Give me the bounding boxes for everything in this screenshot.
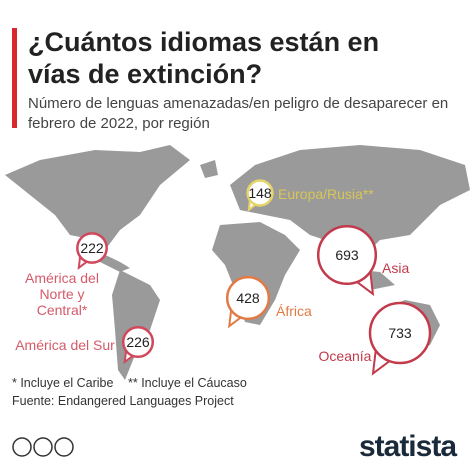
bubble-value: 148: [248, 185, 272, 201]
bubble-value: 222: [80, 240, 104, 256]
bubble-circle: [76, 232, 108, 264]
bubble-value: 693: [335, 247, 359, 263]
bubble: 693: [316, 224, 378, 297]
bubble: 226: [121, 325, 155, 365]
title: ¿Cuántos idiomas están en vías de extinc…: [28, 27, 380, 89]
region-label: América del Sur: [15, 337, 115, 353]
bubble-circle: [225, 275, 271, 321]
footnote: * Incluye el Caribe: [12, 376, 114, 390]
bubble: 428: [225, 275, 271, 329]
bubble-circle: [121, 325, 155, 359]
bubble-circle: [246, 179, 274, 207]
region-label: Asia: [382, 260, 410, 276]
bubble-circle: [368, 301, 432, 365]
bubble-value: 733: [388, 325, 412, 341]
bubble: 222: [76, 232, 108, 270]
bubble-value: 226: [126, 334, 150, 350]
license-icons: [12, 437, 74, 457]
accent-bar: [12, 28, 17, 128]
continents: [5, 145, 470, 380]
source: Fuente: Endangered Languages Project: [12, 394, 234, 408]
region-label: América del Norte y Central*: [25, 270, 99, 318]
subtitle: Número de lenguas amenazadas/en peligro …: [28, 95, 449, 132]
region-label: Oceanía: [318, 348, 372, 364]
bubble-value: 428: [236, 290, 260, 306]
footnote: ** Incluye el Cáucaso: [128, 376, 247, 390]
bubble: 733: [368, 301, 432, 376]
region-label: Europa/Rusia**: [278, 186, 374, 202]
bubble-circle: [316, 224, 378, 286]
region-label: África: [276, 303, 312, 319]
bubble: 148: [246, 179, 274, 212]
brand: statista: [358, 430, 457, 463]
